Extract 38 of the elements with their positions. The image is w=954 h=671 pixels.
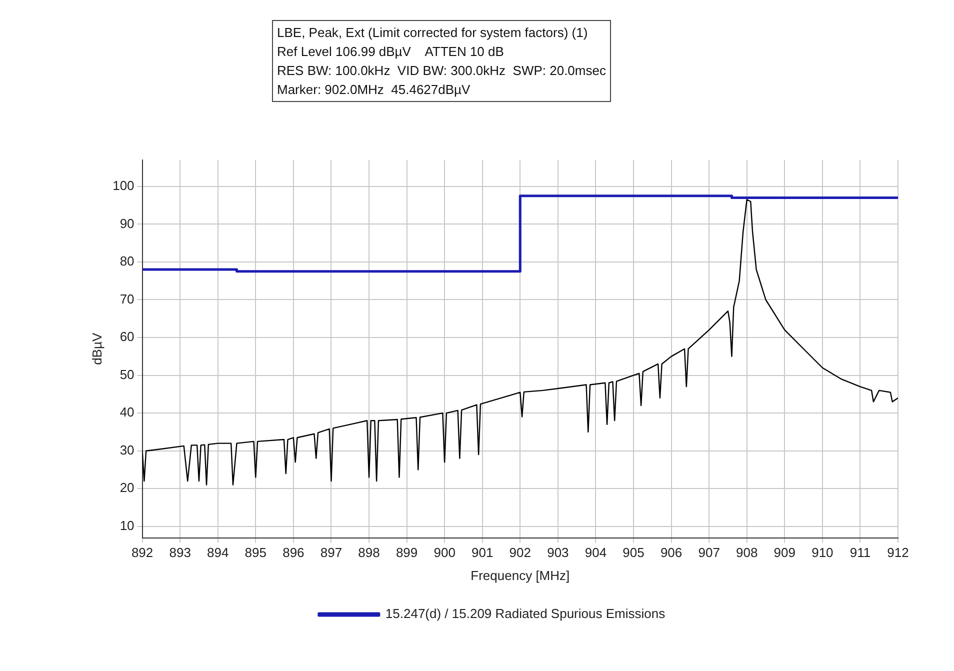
y-tick-label: 30 [120, 442, 134, 458]
x-tick-label: 895 [244, 545, 266, 560]
x-tick-label: 903 [547, 545, 569, 560]
text: Ref Level 106.99 dBµV ATTEN 10 dB [277, 43, 505, 61]
x-tick-label: 905 [622, 545, 644, 560]
x-tick-label: 902 [509, 545, 531, 560]
y-tick-label: 10 [120, 518, 134, 534]
y-tick-label: 50 [120, 366, 134, 382]
x-tick-label: 911 [850, 545, 871, 560]
x-tick-label: 912 [887, 545, 909, 560]
y-tick-label: 60 [120, 329, 134, 344]
y-axis-title: dBµV [89, 332, 104, 365]
y-tick-label: 100 [112, 178, 134, 193]
text: RES BW: 100.0kHz VID BW: 300.0kHz SWP: 20.0msec [277, 62, 606, 80]
x-tick-label: 908 [736, 545, 758, 560]
legend-label: 15.247(d) / 15.209 Radiated Spurious Emissions [385, 606, 666, 622]
x-tick-label: 893 [169, 545, 191, 560]
y-tick-label: 90 [120, 216, 134, 231]
x-tick-label: 898 [358, 545, 380, 560]
text: Marker: 902.0MHz 45.4627dBµV [277, 81, 472, 99]
y-tick-label: 20 [120, 480, 134, 496]
x-tick-label: 909 [774, 545, 796, 560]
x-tick-label: 894 [207, 545, 229, 560]
y-tick-label: 40 [120, 404, 134, 420]
y-tick-label: 70 [120, 291, 134, 306]
x-tick-label: 906 [660, 545, 682, 560]
x-axis-title: Frequency [MHz] [470, 568, 570, 583]
x-tick-label: 904 [584, 545, 607, 560]
y-tick-label: 80 [120, 254, 134, 269]
x-tick-label: 892 [131, 545, 154, 560]
x-tick-label: 901 [472, 545, 494, 560]
text: LBE, Peak, Ext (Limit corrected for system factors) (1) [277, 24, 589, 42]
x-tick-label: 910 [812, 545, 834, 560]
x-tick-label: 899 [396, 545, 418, 560]
x-tick-label: 896 [282, 545, 304, 560]
x-tick-label: 897 [320, 545, 342, 560]
x-tick-label: 900 [434, 545, 456, 560]
x-tick-label: 907 [698, 545, 720, 560]
